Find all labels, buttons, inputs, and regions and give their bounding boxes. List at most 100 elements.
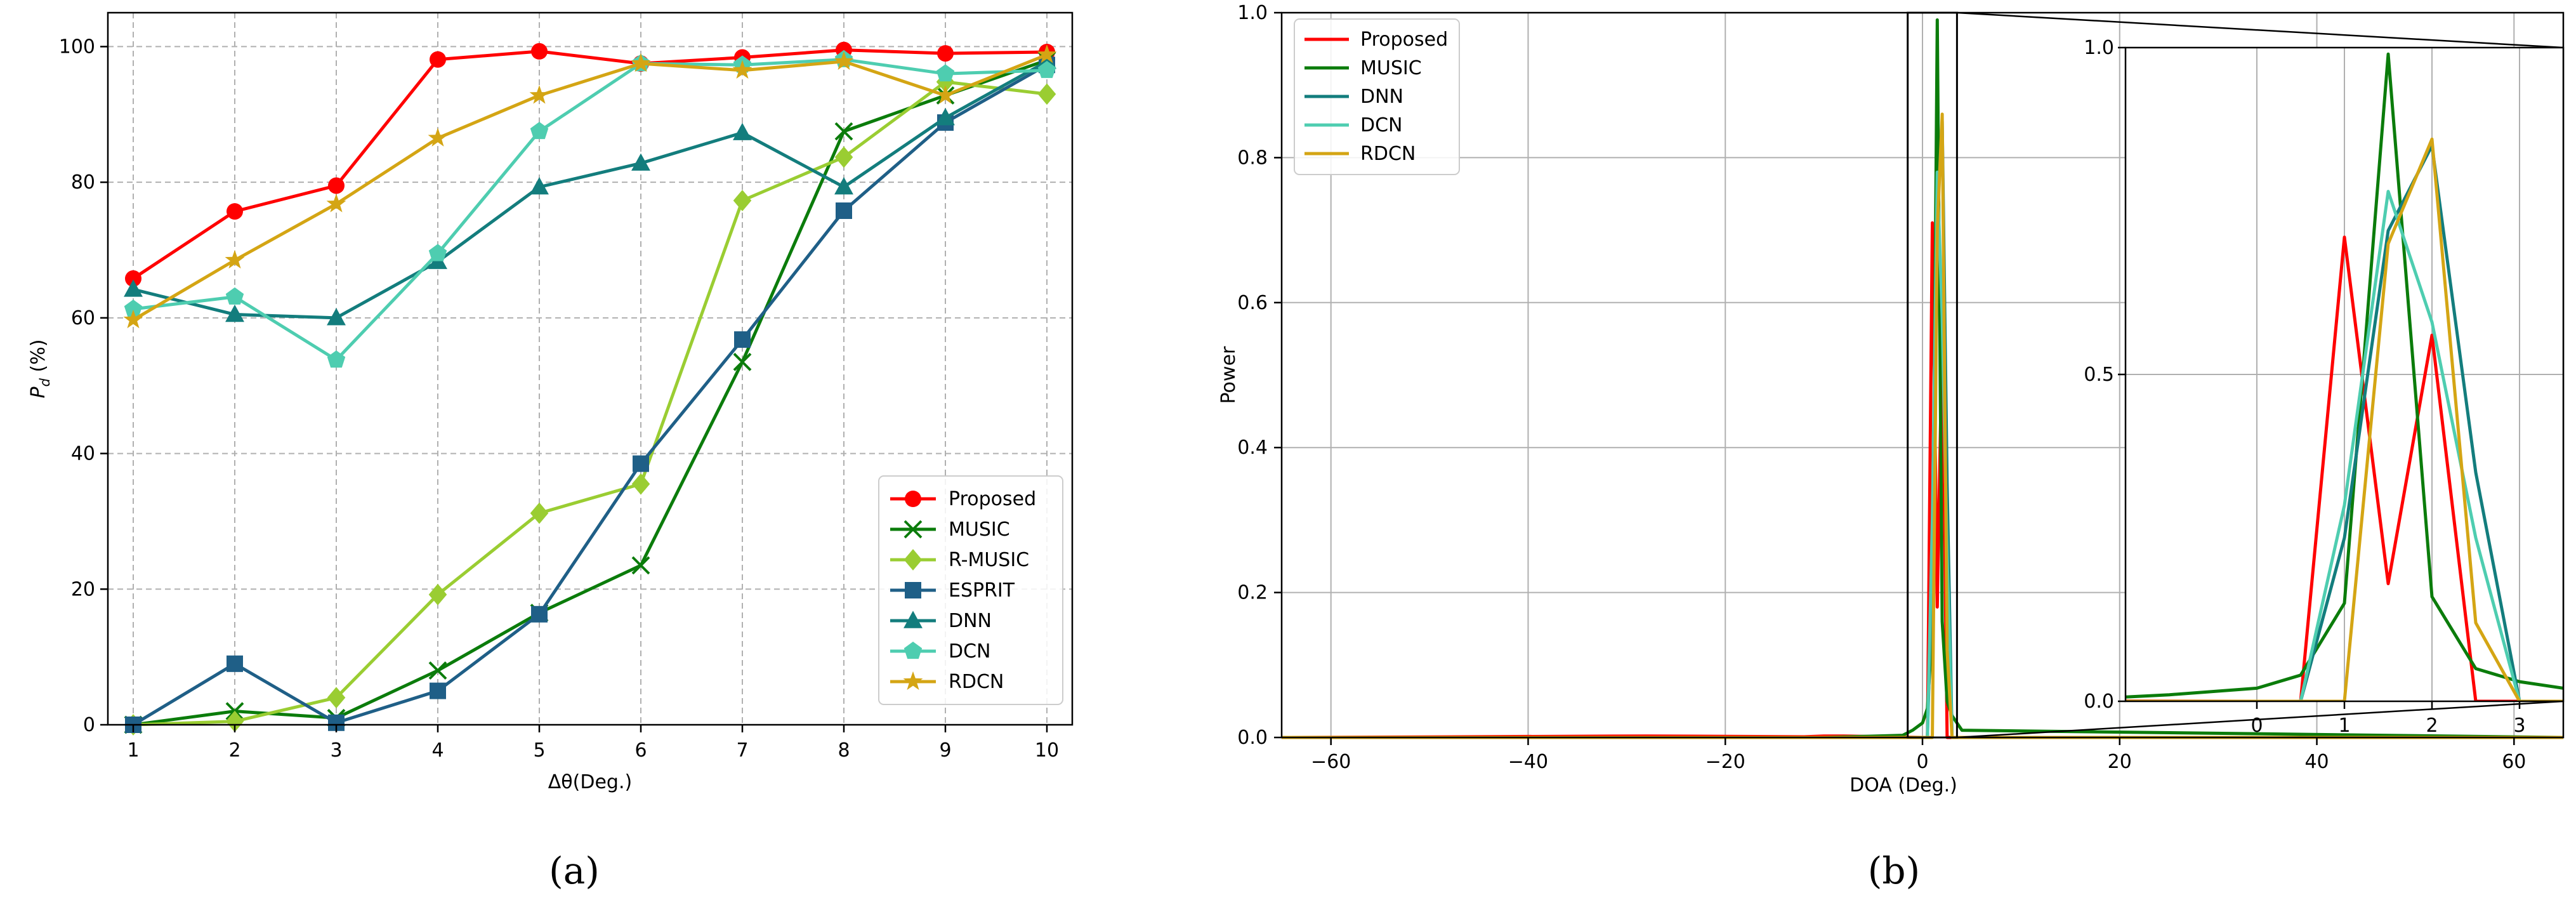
legend-entry: DCN [890, 640, 991, 663]
data-point [227, 655, 243, 672]
legend-entry: R-MUSIC [890, 549, 1029, 571]
legend-entry: ESPRIT [890, 579, 1015, 602]
chart-b-ylabel: Power [1218, 346, 1240, 404]
legend-box [1294, 18, 1460, 175]
data-point [530, 122, 549, 140]
chart-b-xtick-label: 60 [2502, 751, 2526, 773]
data-point [530, 177, 549, 195]
series-line [132, 48, 1048, 280]
chart-a-legend: Proposed MUSIC R-MUSIC ESPRIT DNN DCN RDCN [878, 475, 1063, 705]
data-point [428, 244, 447, 261]
data-point [531, 43, 548, 60]
chart-a-ytick-label: 80 [71, 171, 95, 194]
data-point [733, 352, 752, 371]
legend-label: MUSIC [1360, 57, 1422, 79]
chart-b-xtick-label: 40 [2304, 751, 2329, 773]
data-point [430, 682, 446, 699]
legend-marker [903, 671, 923, 691]
data-point [834, 146, 853, 168]
chart-a-frame [107, 11, 1074, 726]
data-point [936, 71, 955, 93]
chart-a-xlabel: Δθ(Deg.) [548, 771, 632, 793]
chart-b-xtick-label: −40 [1508, 751, 1548, 773]
legend-label: DNN [949, 610, 992, 632]
data-point [225, 304, 244, 322]
inset-frame [2124, 46, 2565, 703]
series-line [133, 58, 1048, 727]
chart-b-inset: 0 1 2 3 0.0 0.5 1.0 [2084, 37, 2565, 737]
series-line [133, 58, 1048, 362]
series-line [133, 60, 1048, 320]
chart-a-ytick-label: 20 [71, 578, 95, 600]
data-point [328, 177, 345, 194]
zoom-connector [1957, 700, 2564, 739]
data-point [836, 202, 852, 220]
inset-xtick-label: 2 [2426, 715, 2438, 737]
data-point [326, 194, 346, 213]
data-point [428, 128, 448, 147]
inset-series-dcn [2126, 190, 2563, 701]
chart-b-xlabel: DOA (Deg.) [1850, 774, 1957, 796]
data-point [428, 661, 447, 680]
inset-series [2126, 52, 2563, 701]
data-point [732, 60, 752, 79]
legend-label: R-MUSIC [949, 549, 1029, 571]
legend-entry: DCN [1304, 114, 1403, 136]
data-point [631, 53, 651, 72]
data-point [936, 108, 955, 126]
legend-label: RDCN [949, 671, 1004, 693]
chart-b-ytick-label: 0.6 [1237, 292, 1268, 314]
legend-entry: RDCN [890, 671, 1004, 693]
data-point [633, 455, 649, 472]
data-point [1037, 60, 1056, 78]
data-point [225, 287, 244, 305]
data-point [124, 300, 143, 317]
chart-b-ytick-label: 0.4 [1237, 437, 1268, 459]
data-point [733, 122, 752, 140]
chart-b-caption: (b) [1868, 849, 1920, 892]
legend-entry: DNN [1304, 86, 1403, 108]
chart-a-xtick-label: 7 [736, 739, 748, 762]
legend-box [878, 475, 1063, 705]
series-line [132, 63, 1048, 727]
legend-label: DNN [1360, 86, 1403, 108]
data-point [327, 687, 346, 709]
legend-label: ESPRIT [949, 579, 1015, 602]
chart-b-ytick-label: 0.2 [1237, 582, 1268, 604]
data-point [631, 473, 650, 495]
chart-a-caption: (a) [549, 849, 600, 892]
chart-b-xtick-label: −60 [1311, 751, 1351, 773]
chart-a-xtick-label: 1 [127, 739, 139, 762]
inset-xtick-label: 3 [2513, 715, 2525, 737]
inset-xtick-label: 1 [2338, 715, 2350, 737]
series-line [132, 53, 1048, 322]
legend-label: Proposed [1360, 29, 1448, 51]
data-point [124, 279, 143, 297]
data-point [227, 203, 243, 220]
chart-b-ytick-label: 1.0 [1237, 2, 1268, 24]
series-line [133, 80, 1048, 727]
inset-ytick-label: 0.5 [2084, 364, 2114, 386]
legend-marker [905, 582, 921, 598]
chart-a-xtick-label: 10 [1035, 739, 1059, 762]
data-point [937, 45, 954, 62]
chart-b: −60 −40 −20 0 20 40 600.00.20.40.60.81.0 DOA (… [1218, 2, 2565, 892]
chart-a-ylabel: Pd (%) [27, 340, 53, 399]
chart-a-ytick-label: 60 [71, 307, 95, 329]
zoom-region [1907, 11, 1958, 739]
chart-b-legend: Proposed MUSIC DNN DCN RDCN [1294, 18, 1460, 175]
data-point [1037, 83, 1056, 105]
inset-ytick-label: 1.0 [2084, 37, 2114, 59]
inset-xtick-label: 0 [2251, 715, 2263, 737]
series-esprit [125, 56, 1055, 733]
data-point [936, 64, 955, 82]
chart-b-xtick-label: 0 [1916, 751, 1928, 773]
legend-entry: Proposed [890, 488, 1036, 510]
series-r-music [124, 71, 1056, 736]
data-point [531, 605, 548, 623]
data-point [733, 190, 752, 211]
data-point [631, 556, 650, 575]
